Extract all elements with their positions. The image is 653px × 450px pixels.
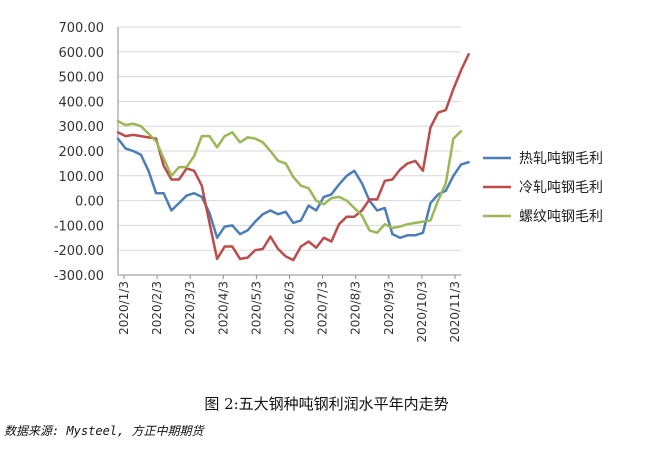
y-tick-label: -300.00	[54, 269, 104, 284]
data-source-note: 数据来源: Mysteel, 方正中期期货	[4, 424, 204, 438]
chart-frame: 700.00 600.00 500.00 400.00 300.00 200.00 100.…	[54, 21, 603, 343]
figure-caption: 图 2:五大钢种吨钢利润水平年内走势	[204, 395, 449, 413]
legend-label: 冷轧吨钢毛利	[519, 180, 603, 196]
series-lines	[116, 53, 470, 262]
x-tick-label: 2020/7/3	[316, 281, 330, 335]
x-tick-label: 2020/4/3	[216, 281, 230, 335]
y-tick-label: 0.00	[75, 195, 104, 210]
x-tick-label: 2020/2/3	[150, 281, 164, 335]
x-tick-label: 2020/6/3	[283, 281, 297, 335]
y-tick-label: 500.00	[59, 71, 105, 86]
line-chart: 700.00 600.00 500.00 400.00 300.00 200.00 100.…	[54, 21, 603, 343]
legend-label: 热轧吨钢毛利	[519, 151, 603, 167]
legend-label: 螺纹吨钢毛利	[519, 209, 603, 225]
y-tick-label: 200.00	[59, 145, 105, 160]
x-tick-label: 2020/9/3	[382, 281, 396, 335]
y-tick-label: -200.00	[54, 244, 104, 259]
series-line	[116, 119, 463, 235]
x-tick-label: 2020/11/3	[448, 281, 462, 343]
y-tick-label: 300.00	[59, 120, 105, 135]
axes: 700.00 600.00 500.00 400.00 300.00 200.00 100.…	[54, 21, 462, 343]
series-line	[116, 137, 470, 240]
x-tick-label: 2020/3/3	[183, 281, 197, 335]
x-tick-label: 2020/10/3	[415, 281, 429, 343]
y-tick-label: 700.00	[59, 21, 105, 36]
y-tick-label: 400.00	[59, 95, 105, 110]
grid-lines	[118, 26, 461, 276]
x-tick-label: 2020/5/3	[249, 281, 263, 335]
y-tick-label: -100.00	[54, 219, 104, 234]
x-tick-label: 2020/1/3	[117, 281, 131, 335]
y-tick-label: 600.00	[59, 46, 105, 61]
x-tick-label: 2020/8/3	[349, 281, 363, 335]
y-tick-label: 100.00	[59, 170, 105, 185]
series-line	[116, 53, 470, 262]
